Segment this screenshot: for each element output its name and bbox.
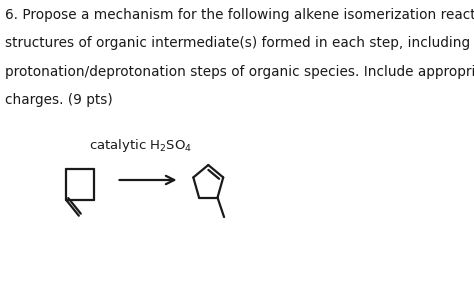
Text: protonation/deprotonation steps of organic species. Include appropriate arrows a: protonation/deprotonation steps of organ… — [5, 64, 474, 79]
Text: charges. (9 pts): charges. (9 pts) — [5, 93, 112, 107]
Text: catalytic H$_2$SO$_4$: catalytic H$_2$SO$_4$ — [89, 137, 192, 154]
Text: structures of organic intermediate(s) formed in each step, including the: structures of organic intermediate(s) fo… — [5, 36, 474, 50]
Text: 6. Propose a mechanism for the following alkene isomerization reaction. Provide: 6. Propose a mechanism for the following… — [5, 8, 474, 22]
